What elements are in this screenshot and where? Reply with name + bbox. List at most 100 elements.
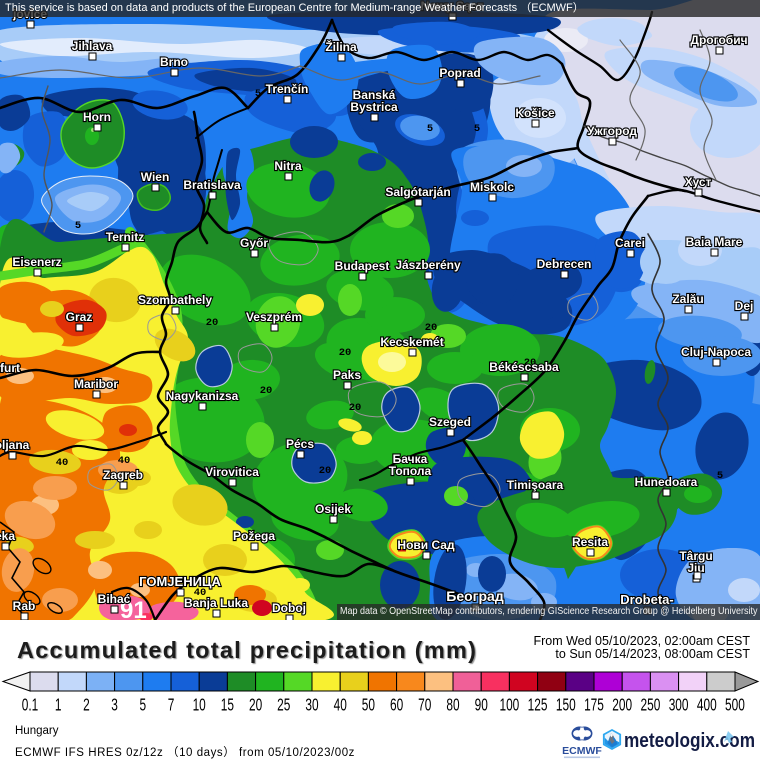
- svg-text:5: 5: [75, 220, 81, 232]
- svg-text:5: 5: [717, 470, 723, 482]
- svg-text:Horn: Horn: [83, 110, 111, 124]
- svg-text:30: 30: [305, 695, 318, 712]
- svg-text:Jihlava: Jihlava: [72, 39, 113, 53]
- svg-text:Хуст: Хуст: [685, 175, 712, 189]
- svg-text:5: 5: [140, 695, 147, 712]
- svg-text:5: 5: [255, 88, 261, 100]
- svg-text:80: 80: [446, 695, 459, 712]
- svg-text:60: 60: [390, 695, 403, 712]
- svg-text:Jászberény: Jászberény: [395, 258, 461, 272]
- svg-text:1: 1: [55, 695, 62, 712]
- svg-text:Bratislava: Bratislava: [183, 178, 241, 192]
- svg-text:Osijek: Osijek: [315, 502, 351, 516]
- svg-text:oljana: oljana: [0, 438, 30, 452]
- svg-text:Győr: Győr: [240, 236, 268, 250]
- svg-text:Szombathely: Szombathely: [138, 293, 212, 307]
- svg-text:Banská: Banská: [353, 88, 396, 102]
- svg-text:125: 125: [528, 695, 548, 712]
- svg-text:Salgótarján: Salgótarján: [385, 185, 450, 199]
- svg-text:Virovitica: Virovitica: [205, 465, 259, 479]
- svg-text:Топола: Топола: [389, 464, 432, 478]
- svg-text:250: 250: [641, 695, 661, 712]
- svg-text:20: 20: [339, 347, 352, 359]
- svg-text:Košice: Košice: [515, 106, 555, 120]
- svg-text:20: 20: [349, 402, 362, 414]
- svg-text:Târgu: Târgu: [679, 549, 712, 563]
- svg-text:Cluj-Napoca: Cluj-Napoca: [681, 345, 751, 359]
- svg-text:Miskolc: Miskolc: [470, 180, 514, 194]
- svg-text:400: 400: [697, 695, 717, 712]
- svg-text:Carei: Carei: [615, 236, 645, 250]
- svg-text:Timişoara: Timişoara: [507, 478, 564, 492]
- svg-text:Bihać: Bihać: [98, 592, 131, 606]
- svg-text:7: 7: [168, 695, 175, 712]
- svg-text:2: 2: [83, 695, 90, 712]
- svg-text:Нови Сад: Нови Сад: [397, 538, 455, 552]
- svg-text:Zalău: Zalău: [672, 292, 703, 306]
- svg-text:150: 150: [556, 695, 576, 712]
- svg-text:Rab: Rab: [13, 599, 36, 613]
- svg-text:40: 40: [56, 457, 69, 469]
- svg-text:40: 40: [118, 455, 131, 467]
- svg-text:Nagykanizsa: Nagykanizsa: [166, 389, 239, 403]
- svg-text:Београд: Београд: [446, 588, 504, 604]
- svg-text:Ternitz: Ternitz: [106, 230, 144, 244]
- svg-text:70: 70: [418, 695, 431, 712]
- svg-text:Szeged: Szeged: [429, 415, 471, 429]
- svg-text:0.1: 0.1: [22, 695, 39, 712]
- svg-text:Hunedoara: Hunedoara: [635, 475, 698, 489]
- svg-text:5: 5: [474, 123, 480, 135]
- svg-text:Eisenerz: Eisenerz: [12, 255, 61, 269]
- svg-text:Wien: Wien: [141, 170, 170, 184]
- svg-text:15: 15: [221, 695, 234, 712]
- svg-text:Graz: Graz: [66, 310, 93, 324]
- svg-text:Žilina: Žilina: [325, 39, 357, 54]
- svg-text:Budapest: Budapest: [335, 259, 390, 273]
- svg-text:175: 175: [584, 695, 604, 712]
- svg-text:10: 10: [193, 695, 206, 712]
- svg-text:40: 40: [334, 695, 347, 712]
- svg-text:Kecskemét: Kecskemét: [380, 335, 443, 349]
- svg-text:Zagreb: Zagreb: [103, 468, 143, 482]
- svg-text:ECMWF: ECMWF: [562, 745, 602, 757]
- svg-text:furt: furt: [0, 361, 20, 375]
- svg-text:Бачка: Бачка: [393, 452, 428, 466]
- svg-text:100: 100: [499, 695, 519, 712]
- svg-text:Paks: Paks: [333, 368, 361, 382]
- svg-text:91: 91: [120, 597, 147, 620]
- svg-text:Poprad: Poprad: [439, 66, 480, 80]
- svg-text:Doboj: Doboj: [272, 601, 306, 615]
- svg-text:20: 20: [206, 317, 219, 329]
- svg-text:500: 500: [725, 695, 745, 712]
- svg-text:20: 20: [425, 322, 438, 334]
- svg-text:Дрогобич: Дрогобич: [690, 33, 747, 47]
- svg-text:90: 90: [475, 695, 488, 712]
- svg-text:Bystrica: Bystrica: [350, 100, 398, 114]
- svg-text:Nitra: Nitra: [274, 159, 302, 173]
- svg-text:Maribor: Maribor: [74, 377, 118, 391]
- svg-text:20: 20: [524, 357, 537, 369]
- svg-text:Požega: Požega: [233, 529, 275, 543]
- svg-text:Brno: Brno: [160, 55, 188, 69]
- svg-text:Békéscsaba: Békéscsaba: [489, 360, 559, 374]
- svg-text:20: 20: [260, 385, 273, 397]
- svg-text:Ужгород: Ужгород: [587, 124, 637, 138]
- svg-text:25: 25: [277, 695, 290, 712]
- svg-text:ГОМЈЕНИЦА: ГОМЈЕНИЦА: [139, 574, 221, 589]
- svg-text:Baia Mare: Baia Mare: [686, 235, 743, 249]
- svg-text:50: 50: [362, 695, 375, 712]
- svg-text:Trenčín: Trenčín: [266, 82, 309, 96]
- svg-text:Drobeta-: Drobeta-: [620, 592, 673, 607]
- svg-text:Debrecen: Debrecen: [537, 257, 592, 271]
- svg-text:Veszprém: Veszprém: [246, 310, 302, 324]
- svg-text:5: 5: [427, 123, 433, 135]
- svg-text:eka: eka: [0, 529, 15, 543]
- svg-text:300: 300: [669, 695, 689, 712]
- svg-text:Dej: Dej: [735, 299, 754, 313]
- svg-text:Banja Luka: Banja Luka: [184, 596, 248, 610]
- svg-text:Resita: Resita: [572, 535, 608, 549]
- svg-text:meteologix.com: meteologix.com: [624, 730, 755, 752]
- svg-text:3: 3: [111, 695, 118, 712]
- svg-text:200: 200: [612, 695, 632, 712]
- svg-text:40: 40: [194, 587, 207, 599]
